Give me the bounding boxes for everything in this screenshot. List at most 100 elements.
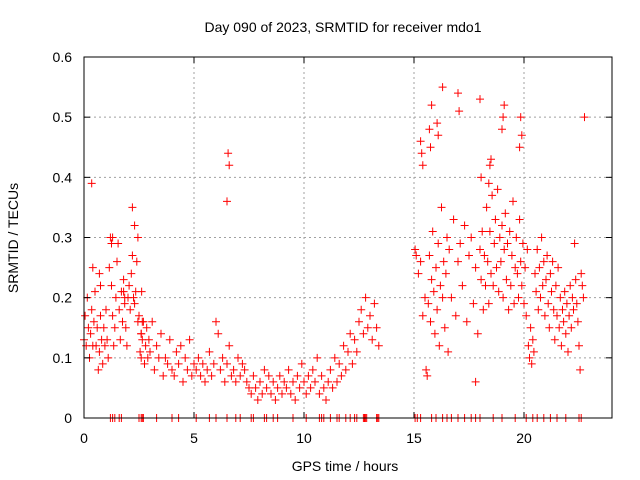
- data-point: [485, 161, 494, 170]
- data-point: [575, 341, 583, 350]
- y-tick-label: 0.4: [53, 169, 73, 185]
- data-point: [441, 269, 450, 278]
- data-point: [433, 305, 442, 314]
- data-point: [500, 245, 509, 254]
- y-tick-label: 0.6: [53, 49, 73, 65]
- data-point: [477, 275, 486, 284]
- data-point: [572, 299, 581, 308]
- data-point: [201, 377, 209, 386]
- data-point: [560, 287, 569, 296]
- data-point: [435, 341, 444, 350]
- data-point: [372, 323, 381, 332]
- data-point: [247, 389, 256, 398]
- data-point: [330, 353, 339, 362]
- data-point: [116, 335, 125, 344]
- chart-title: Day 090 of 2023, SRMTID for receiver mdo…: [204, 19, 481, 35]
- x-axis-label: GPS time / hours: [292, 458, 399, 474]
- data-point: [493, 185, 502, 194]
- data-point: [469, 299, 478, 308]
- data-point: [306, 383, 315, 392]
- data-point: [315, 389, 324, 398]
- data-point: [107, 281, 116, 290]
- data-point: [282, 383, 291, 392]
- data-point: [187, 371, 196, 380]
- data-point: [500, 101, 509, 110]
- data-point: [115, 305, 124, 314]
- data-point: [113, 257, 121, 266]
- data-point: [148, 317, 157, 326]
- data-point: [128, 203, 137, 212]
- data-point: [553, 311, 561, 320]
- data-point: [209, 359, 218, 368]
- data-point: [271, 395, 280, 404]
- data-point: [578, 281, 587, 290]
- data-point: [576, 365, 585, 374]
- data-point: [242, 377, 251, 386]
- data-point: [477, 173, 486, 182]
- data-point: [467, 233, 476, 242]
- data-point: [498, 125, 506, 134]
- data-point: [196, 371, 205, 380]
- data-point: [521, 263, 530, 272]
- data-point: [234, 353, 242, 362]
- data-point: [555, 323, 564, 332]
- data-point: [313, 353, 322, 362]
- data-point: [137, 329, 146, 338]
- data-point: [212, 317, 220, 326]
- data-point: [557, 341, 566, 350]
- data-point: [488, 191, 497, 200]
- x-tick-label: 15: [406, 430, 422, 446]
- data-point: [499, 113, 508, 122]
- data-point: [536, 293, 545, 302]
- data-point: [484, 299, 493, 308]
- data-point: [291, 395, 300, 404]
- data-point: [176, 341, 185, 350]
- data-point: [317, 371, 326, 380]
- x-tick-label: 0: [80, 430, 88, 446]
- data-point: [539, 257, 548, 266]
- data-point: [478, 227, 487, 236]
- data-point: [322, 395, 330, 404]
- data-point: [436, 281, 445, 290]
- data-point: [507, 251, 516, 260]
- data-point: [341, 365, 350, 374]
- data-point: [516, 257, 525, 266]
- data-point: [540, 311, 549, 320]
- data-point: [479, 305, 488, 314]
- data-point: [91, 287, 99, 296]
- data-point: [532, 287, 541, 296]
- data-point: [556, 293, 565, 302]
- data-point: [577, 269, 586, 278]
- data-point: [416, 257, 425, 266]
- data-point: [527, 359, 536, 368]
- data-point: [440, 323, 449, 332]
- data-point: [181, 353, 190, 362]
- data-point: [311, 377, 319, 386]
- data-point: [425, 125, 434, 134]
- data-point: [174, 359, 183, 368]
- data-point: [460, 221, 469, 230]
- data-point: [218, 353, 227, 362]
- data-point: [525, 353, 534, 362]
- data-point: [220, 377, 229, 386]
- data-point: [308, 365, 317, 374]
- data-point: [491, 215, 500, 224]
- data-point: [214, 329, 223, 338]
- data-point: [289, 377, 297, 386]
- data-point: [517, 131, 526, 140]
- data-point: [480, 251, 489, 260]
- data-point: [94, 365, 103, 374]
- data-point: [535, 263, 544, 272]
- data-point: [302, 389, 311, 398]
- data-point: [501, 209, 510, 218]
- data-point: [111, 293, 120, 302]
- data-point: [528, 335, 537, 344]
- data-point: [335, 359, 344, 368]
- data-point: [569, 305, 578, 314]
- data-point: [526, 323, 535, 332]
- data-point: [346, 329, 355, 338]
- y-tick-label: 0.5: [53, 109, 73, 125]
- data-point: [483, 257, 492, 266]
- data-point: [102, 305, 110, 314]
- data-point: [487, 155, 495, 164]
